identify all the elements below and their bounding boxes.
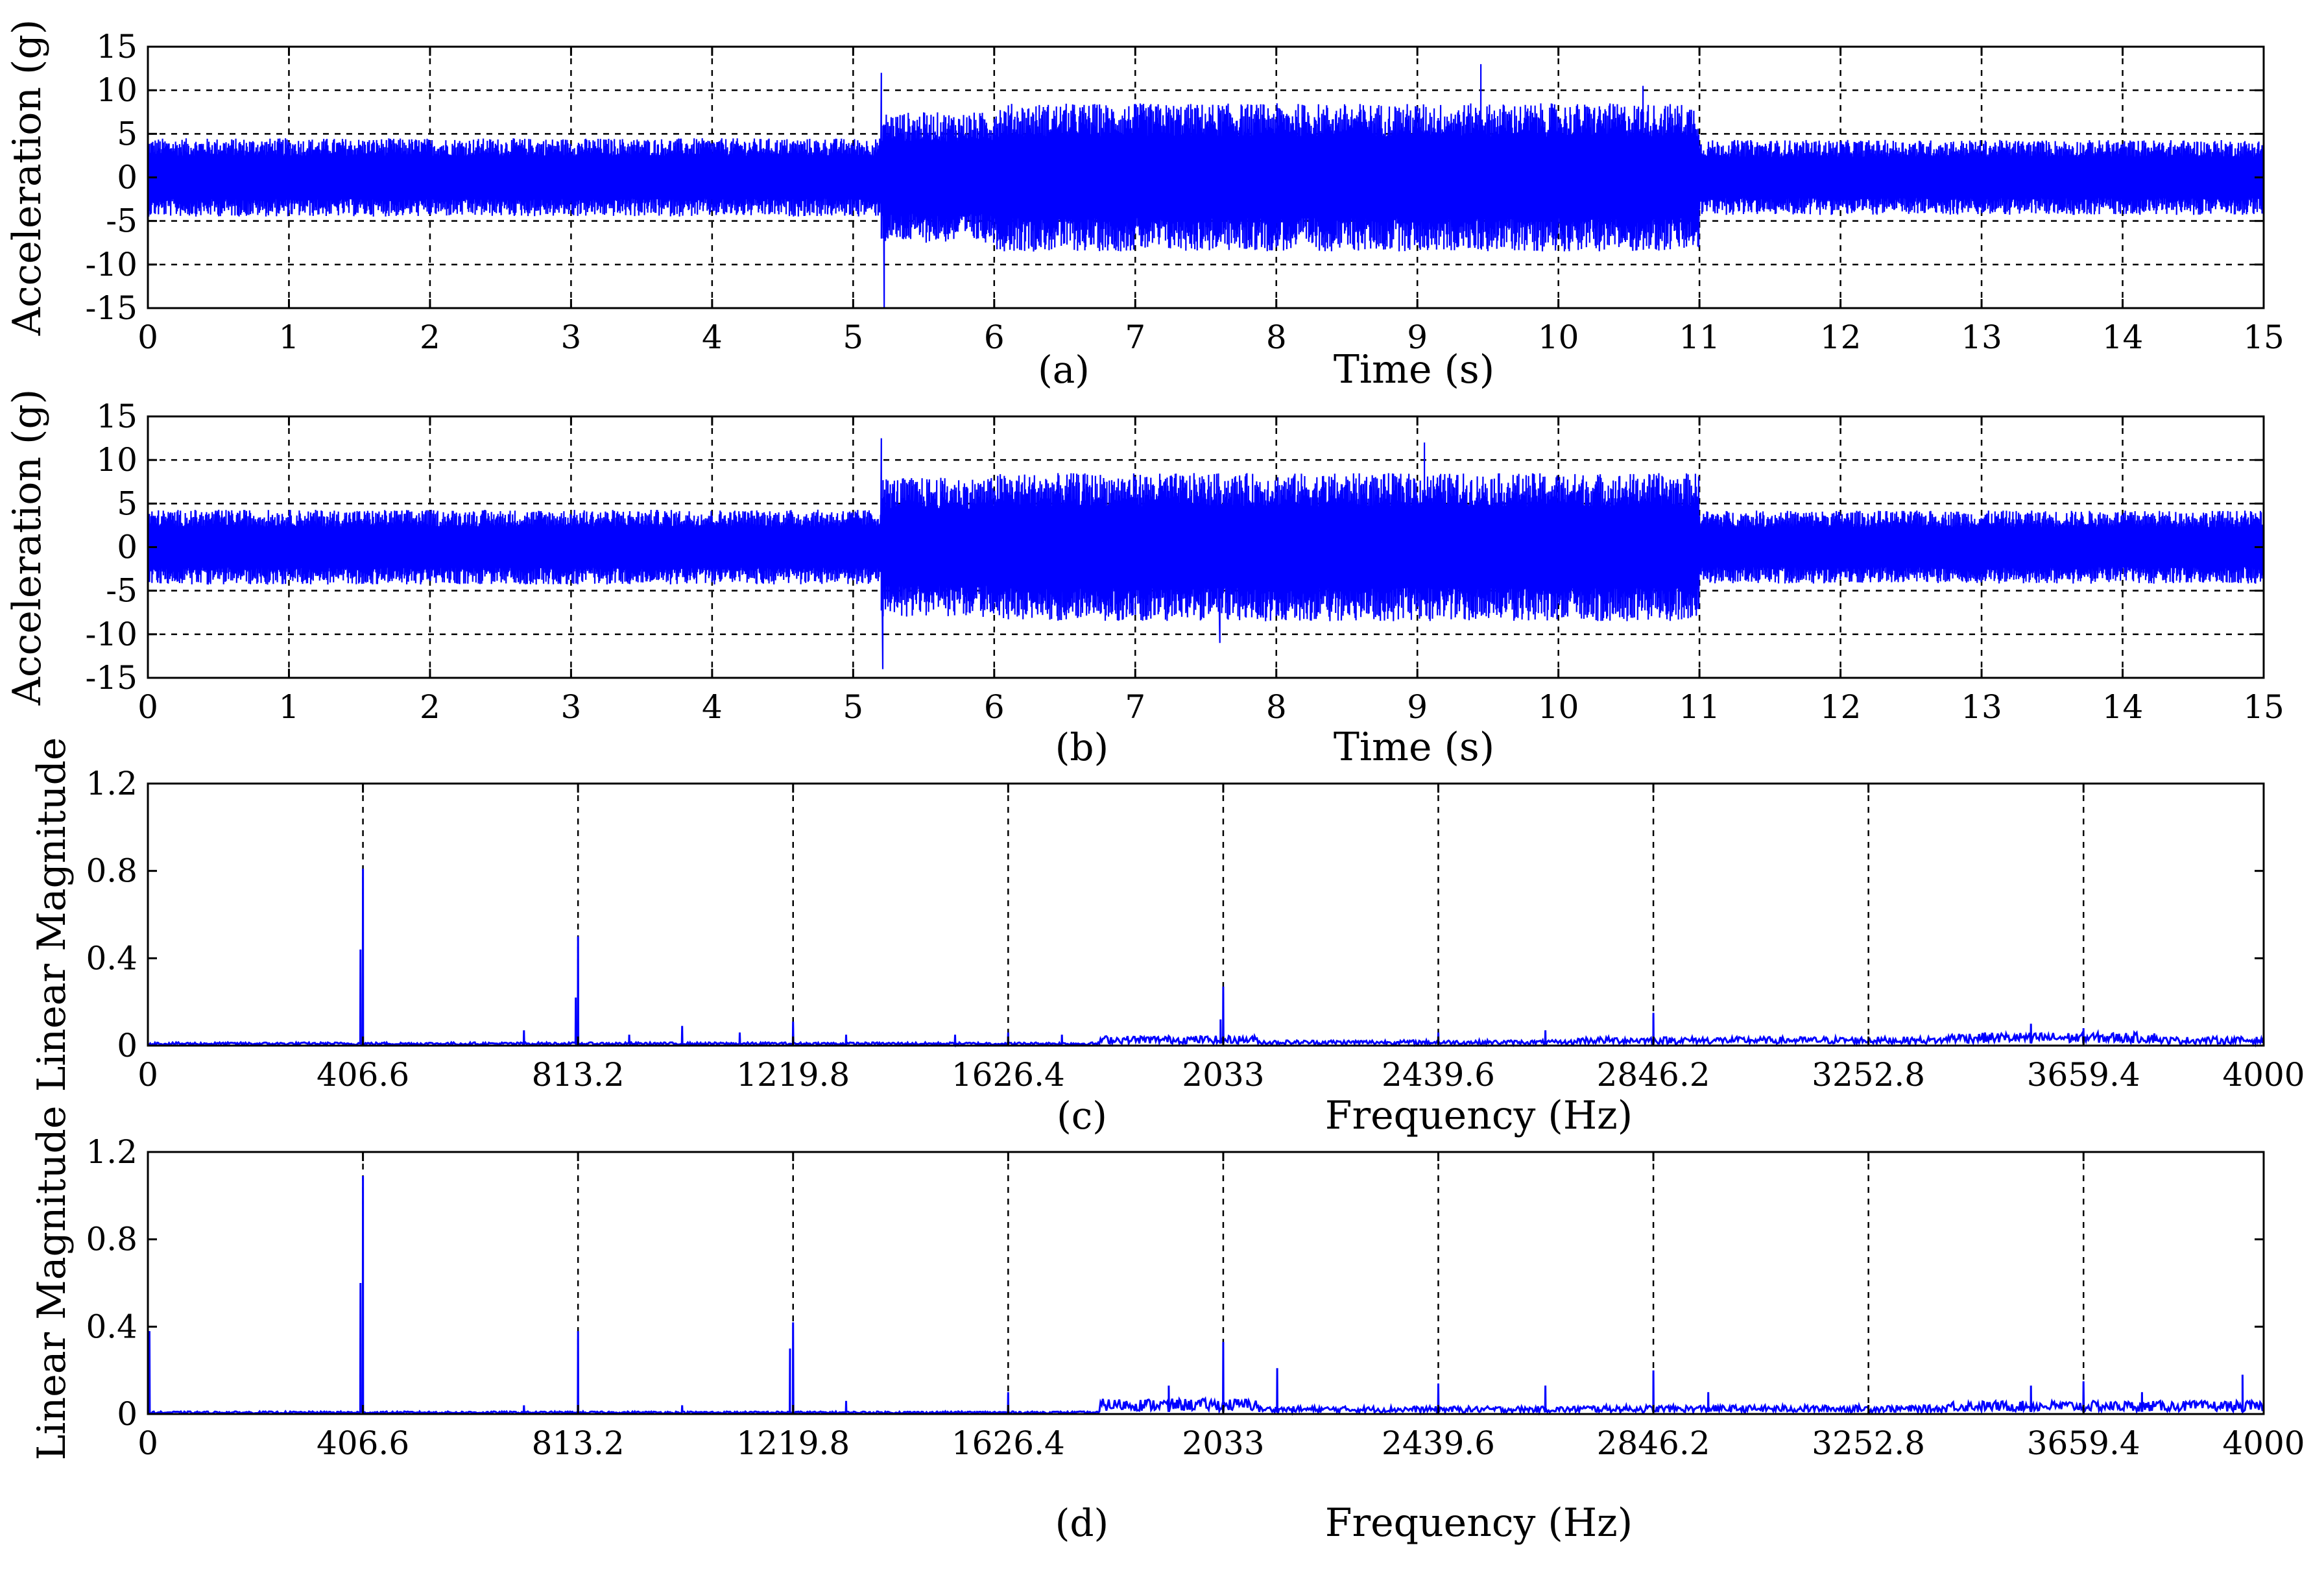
x-tick-label: 8 — [1266, 318, 1287, 356]
plot-frame — [147, 1151, 2265, 1415]
x-axis-label: Time (s) — [1334, 347, 1494, 392]
y-tick-label: 5 — [117, 115, 138, 152]
x-tick-label: 813.2 — [532, 1424, 625, 1462]
x-tick-label: 2033 — [1182, 1424, 1264, 1462]
y-tick-label: 15 — [96, 398, 138, 435]
x-tick-label: 5 — [843, 688, 863, 726]
y-tick-label: 0 — [117, 1395, 138, 1433]
x-axis-label: Frequency (Hz) — [1325, 1500, 1633, 1546]
x-tick-label: 10 — [1538, 318, 1579, 356]
y-tick-label: -15 — [85, 659, 138, 697]
y-tick-label: 1.2 — [86, 765, 138, 802]
x-tick-label: 406.6 — [317, 1056, 409, 1094]
panel-a: 0 1 2 3 4 5 6 7 8 9 10 11 12 13 14 15151050-5-10-15Acce… — [5, 19, 2284, 392]
y-axis-label: Acceleration (g) — [5, 389, 50, 706]
y-tick-label: 0.8 — [86, 852, 138, 890]
x-tick-label: 7 — [1125, 688, 1145, 726]
x-tick-label: 2 — [420, 688, 440, 726]
x-tick-label: 10 — [1538, 688, 1579, 726]
x-tick-label: 13 — [1961, 688, 2002, 726]
panel-d: 0 406.6 813.2 1219.8 1626.4 2033 2439.6 2846.2 3… — [29, 1106, 2305, 1546]
x-tick-label: 4 — [702, 318, 723, 356]
x-tick-label: 4000 — [2222, 1056, 2305, 1094]
y-tick-label: 0 — [117, 1027, 138, 1064]
y-tick-label: -10 — [85, 616, 138, 653]
x-tick-label: 1626.4 — [952, 1424, 1065, 1462]
x-tick-label: 8 — [1266, 688, 1287, 726]
panel-label: (d) — [1055, 1501, 1108, 1545]
x-tick-label: 2439.6 — [1382, 1424, 1495, 1462]
x-tick-label: 3659.4 — [2027, 1424, 2140, 1462]
x-tick-label: 2 — [420, 318, 440, 356]
y-tick-label: 15 — [96, 28, 138, 66]
x-tick-label: 3659.4 — [2027, 1056, 2140, 1094]
x-tick-label: 4 — [702, 688, 723, 726]
x-tick-label: 3 — [560, 318, 581, 356]
x-tick-label: 1 — [279, 688, 300, 726]
y-tick-label: 0 — [117, 529, 138, 566]
x-axis-label: Time (s) — [1334, 725, 1494, 770]
y-tick-label: 5 — [117, 485, 138, 522]
panel-label: (c) — [1057, 1094, 1107, 1138]
x-tick-label: 0 — [138, 318, 158, 356]
x-tick-label: 4000 — [2222, 1424, 2305, 1462]
x-tick-label: 11 — [1679, 688, 1720, 726]
y-tick-label: 0.4 — [86, 939, 138, 977]
x-tick-label: 15 — [2243, 688, 2284, 726]
x-tick-label: 3252.8 — [1812, 1424, 1925, 1462]
x-tick-label: 0 — [138, 1424, 158, 1462]
panel-label: (b) — [1055, 725, 1108, 769]
y-tick-label: 0 — [117, 159, 138, 197]
data-trace — [147, 64, 2265, 309]
y-axis-label: Linear Magnitude — [29, 738, 75, 1092]
x-tick-label: 3252.8 — [1812, 1056, 1925, 1094]
panel-b: 0 1 2 3 4 5 6 7 8 9 10 11 12 13 14 15151050-5-10-15Acce… — [5, 389, 2284, 770]
x-tick-label: 1 — [279, 318, 300, 356]
x-tick-label: 3 — [560, 688, 581, 726]
x-tick-label: 2033 — [1182, 1056, 1264, 1094]
x-tick-label: 9 — [1407, 688, 1428, 726]
y-axis-label: Linear Magnitude — [29, 1106, 75, 1461]
x-tick-label: 0 — [138, 1056, 158, 1094]
y-tick-label: -10 — [85, 246, 138, 283]
x-tick-label: 14 — [2102, 318, 2144, 356]
y-axis-label: Acceleration (g) — [5, 19, 50, 337]
data-trace — [147, 869, 2265, 1048]
x-tick-label: 5 — [843, 318, 863, 356]
panel-label: (a) — [1038, 348, 1090, 392]
y-tick-label: -15 — [85, 289, 138, 327]
x-tick-label: 12 — [1820, 688, 1862, 726]
panel-c: 0 406.6 813.2 1219.8 1626.4 2033 2439.6 2846.2 3… — [29, 738, 2305, 1138]
y-tick-label: 0.8 — [86, 1221, 138, 1258]
x-tick-label: 14 — [2102, 688, 2144, 726]
x-tick-label: 1219.8 — [736, 1056, 850, 1094]
x-tick-label: 813.2 — [532, 1056, 625, 1094]
plot-frame — [147, 782, 2265, 1047]
x-tick-label: 406.6 — [317, 1424, 409, 1462]
data-trace — [147, 1175, 2265, 1416]
y-tick-label: 10 — [96, 71, 138, 109]
y-tick-label: 1.2 — [86, 1133, 138, 1171]
x-tick-label: 1626.4 — [952, 1056, 1065, 1094]
y-tick-label: -5 — [106, 202, 138, 240]
x-tick-label: 6 — [984, 688, 1005, 726]
x-tick-label: 0 — [138, 688, 158, 726]
x-tick-label: 9 — [1407, 318, 1428, 356]
x-tick-label: 2439.6 — [1382, 1056, 1495, 1094]
y-tick-label: 10 — [96, 441, 138, 479]
x-tick-label: 11 — [1679, 318, 1720, 356]
x-tick-label: 7 — [1125, 318, 1145, 356]
data-trace — [147, 438, 2265, 669]
y-tick-label: -5 — [106, 572, 138, 610]
x-tick-label: 2846.2 — [1597, 1424, 1710, 1462]
x-axis-label: Frequency (Hz) — [1325, 1093, 1633, 1138]
x-tick-label: 2846.2 — [1597, 1056, 1710, 1094]
x-tick-label: 13 — [1961, 318, 2002, 356]
y-tick-label: 0.4 — [86, 1308, 138, 1345]
x-tick-label: 12 — [1820, 318, 1862, 356]
x-tick-label: 15 — [2243, 318, 2284, 356]
x-tick-label: 1219.8 — [736, 1424, 850, 1462]
x-tick-label: 6 — [984, 318, 1005, 356]
